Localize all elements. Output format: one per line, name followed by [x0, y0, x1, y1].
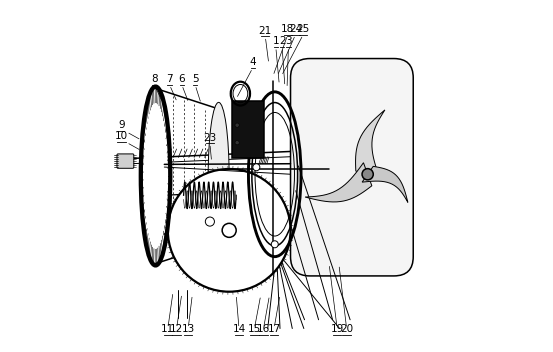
Text: 2: 2	[279, 36, 285, 46]
Text: 10: 10	[115, 131, 128, 141]
Text: 14: 14	[232, 325, 246, 334]
Circle shape	[168, 169, 290, 292]
Ellipse shape	[143, 100, 168, 252]
Text: 15: 15	[248, 325, 261, 334]
Text: 5: 5	[192, 74, 199, 84]
Polygon shape	[305, 163, 372, 202]
Circle shape	[271, 241, 278, 248]
Text: 23: 23	[204, 133, 217, 143]
Text: 9: 9	[118, 120, 125, 131]
Text: 13: 13	[181, 325, 195, 334]
Circle shape	[235, 140, 239, 145]
Text: 25: 25	[296, 24, 310, 34]
Text: 7: 7	[166, 74, 173, 84]
Circle shape	[235, 123, 239, 127]
Text: 11: 11	[161, 325, 174, 334]
Text: 21: 21	[259, 26, 272, 36]
Text: 8: 8	[151, 74, 158, 84]
Text: 3: 3	[285, 36, 292, 46]
Polygon shape	[356, 110, 385, 177]
Circle shape	[362, 169, 373, 180]
Circle shape	[253, 164, 260, 171]
FancyBboxPatch shape	[117, 154, 134, 168]
FancyBboxPatch shape	[232, 101, 264, 158]
Text: 1: 1	[273, 36, 279, 46]
Text: 4: 4	[249, 57, 256, 67]
Text: 16: 16	[257, 325, 270, 334]
Polygon shape	[362, 166, 408, 202]
Text: 12: 12	[170, 325, 183, 334]
FancyBboxPatch shape	[290, 58, 413, 276]
Ellipse shape	[208, 102, 229, 253]
Text: 24: 24	[289, 24, 302, 34]
Text: 6: 6	[179, 74, 185, 84]
Text: 19: 19	[331, 325, 344, 334]
Text: 18: 18	[281, 24, 294, 34]
Text: 20: 20	[340, 325, 353, 334]
Text: 17: 17	[268, 325, 281, 334]
